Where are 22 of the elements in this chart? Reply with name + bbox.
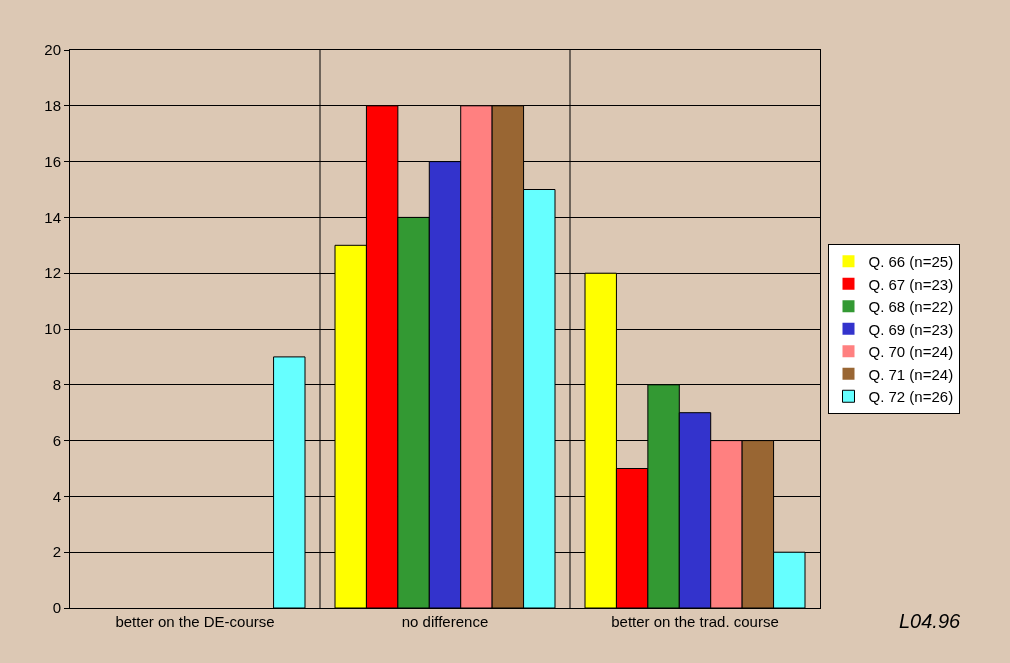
- y-tick-label: 16: [44, 152, 61, 170]
- y-tick-label: 4: [52, 487, 61, 505]
- y-tick-label: 10: [44, 320, 61, 338]
- text: L04.96: [899, 610, 962, 632]
- y-tick-label: 8: [52, 376, 61, 394]
- x-tick-label: no difference: [401, 613, 489, 630]
- y-tick-label: 6: [52, 431, 61, 449]
- legend-label: Q. 67 (n=23): [868, 275, 954, 293]
- legend-label: Q. 69 (n=23): [868, 320, 954, 338]
- legend-label: Q. 70 (n=24): [868, 343, 954, 361]
- legend-label: Q. 71 (n=24): [868, 365, 954, 383]
- y-tick-label: 20: [44, 41, 61, 59]
- x-tick-label: better on the DE-course: [115, 613, 275, 630]
- y-tick-label: 12: [44, 264, 61, 282]
- y-tick-label: 0: [52, 599, 61, 617]
- y-tick-label: 18: [44, 97, 61, 115]
- legend-label: Q. 66 (n=25): [868, 253, 954, 271]
- legend-label: Q. 68 (n=22): [868, 298, 954, 316]
- x-tick-label: better on the trad. course: [611, 613, 779, 630]
- legend-label: Q. 72 (n=26): [868, 388, 954, 406]
- y-tick-label: 14: [44, 208, 61, 226]
- y-tick-label: 2: [52, 543, 61, 561]
